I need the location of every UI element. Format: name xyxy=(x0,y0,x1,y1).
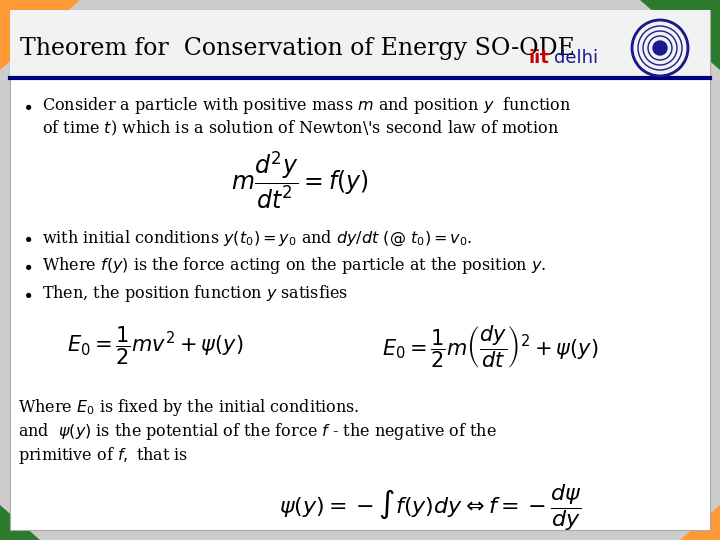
Circle shape xyxy=(653,41,667,55)
Text: delhi: delhi xyxy=(554,49,598,67)
Polygon shape xyxy=(0,0,80,70)
Text: $E_0 = \dfrac{1}{2}mv^2 + \psi(y)$: $E_0 = \dfrac{1}{2}mv^2 + \psi(y)$ xyxy=(67,325,243,367)
Text: $m\dfrac{d^2y}{dt^2} = f(y)$: $m\dfrac{d^2y}{dt^2} = f(y)$ xyxy=(231,149,369,211)
Text: $\bullet$: $\bullet$ xyxy=(22,229,32,247)
Text: Where $f(y)$ is the force acting on the particle at the position $y$.: Where $f(y)$ is the force acting on the … xyxy=(42,255,546,276)
Text: Where $E_0$ is fixed by the initial conditions.: Where $E_0$ is fixed by the initial cond… xyxy=(18,397,359,418)
Text: Theorem for  Conservation of Energy SO-ODE: Theorem for Conservation of Energy SO-OD… xyxy=(20,37,575,59)
Text: $\psi(y) = -\int f(y)dy \Leftrightarrow f = -\dfrac{d\psi}{dy}$: $\psi(y) = -\int f(y)dy \Leftrightarrow … xyxy=(279,483,581,534)
Polygon shape xyxy=(680,505,720,540)
Polygon shape xyxy=(0,505,40,540)
Polygon shape xyxy=(640,0,720,70)
Text: $\bullet$: $\bullet$ xyxy=(22,97,32,115)
Text: Consider a particle with positive mass $m$ and position $y$  function: Consider a particle with positive mass $… xyxy=(42,96,571,117)
Bar xyxy=(10,10,710,78)
Text: and  $\psi(y)$ is the potential of the force $f$ - the negative of the: and $\psi(y)$ is the potential of the fo… xyxy=(18,422,497,442)
Text: $\bullet$: $\bullet$ xyxy=(22,285,32,303)
Text: of time $t$) which is a solution of Newton\'s second law of motion: of time $t$) which is a solution of Newt… xyxy=(42,118,559,138)
Text: Then, the position function $y$ satisfies: Then, the position function $y$ satisfie… xyxy=(42,284,348,305)
Text: $\bullet$: $\bullet$ xyxy=(22,257,32,275)
Text: $E_0 = \dfrac{1}{2}m\left(\dfrac{dy}{dt}\right)^2 + \psi(y)$: $E_0 = \dfrac{1}{2}m\left(\dfrac{dy}{dt}… xyxy=(382,322,598,369)
Text: with initial conditions $y(t_0) = y_0$ and $dy/dt$ $(@ \ t_0) = v_0$.: with initial conditions $y(t_0) = y_0$ a… xyxy=(42,228,472,248)
Text: iit: iit xyxy=(528,49,549,67)
Text: primitive of $f,$ that is: primitive of $f,$ that is xyxy=(18,446,189,467)
